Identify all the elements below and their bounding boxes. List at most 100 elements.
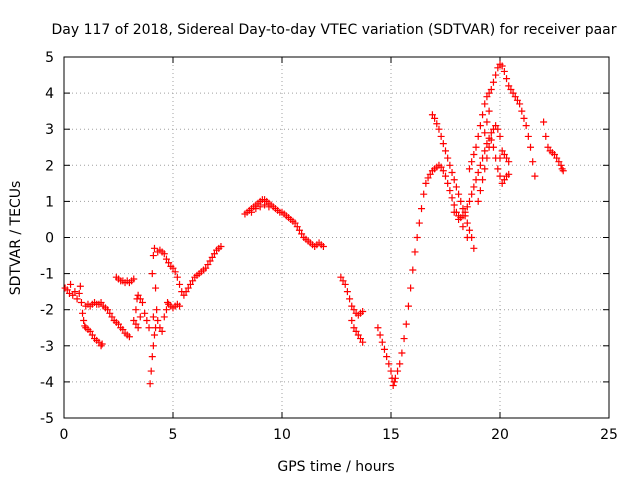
data-point: [141, 309, 149, 317]
data-point: [492, 122, 500, 130]
data-point: [444, 179, 452, 187]
data-point: [442, 147, 449, 155]
data-point: [516, 100, 524, 108]
data-point: [346, 295, 354, 303]
data-point: [150, 244, 158, 252]
data-point: [474, 197, 482, 205]
data-point: [265, 203, 273, 211]
data-point: [400, 335, 408, 343]
data-point: [160, 313, 168, 321]
data-point: [505, 170, 513, 178]
data-point: [476, 122, 484, 130]
data-point: [444, 154, 452, 162]
data-point: [339, 277, 347, 285]
data-point: [387, 367, 395, 375]
data-point: [150, 331, 158, 339]
data-point: [483, 154, 491, 162]
data-point: [494, 125, 502, 133]
data-point: [555, 158, 563, 166]
data-point: [496, 154, 504, 162]
data-point: [341, 280, 349, 288]
data-point: [494, 64, 502, 72]
data-point: [448, 169, 456, 177]
data-point: [511, 93, 519, 101]
data-point: [176, 280, 184, 288]
data-point: [481, 165, 489, 173]
data-point: [80, 317, 88, 325]
axis-ticks: [63, 56, 610, 419]
data-point: [437, 163, 445, 171]
data-point: [132, 320, 140, 328]
data-point: [503, 75, 511, 83]
data-point: [470, 183, 478, 191]
data-point: [459, 205, 467, 213]
data-point: [180, 291, 188, 299]
data-point: [247, 208, 255, 216]
data-point: [487, 85, 495, 93]
x-tick-label: 20: [491, 427, 509, 443]
data-point: [485, 89, 493, 97]
data-point: [106, 309, 114, 317]
data-point: [431, 114, 439, 122]
data-point: [465, 197, 473, 205]
data-point: [483, 93, 491, 101]
data-point: [343, 288, 351, 296]
data-point: [352, 327, 360, 335]
chart-title: Day 117 of 2018, Sidereal Day-to-day VTE…: [51, 22, 616, 38]
data-point: [130, 275, 138, 283]
data-point: [437, 132, 445, 140]
y-axis-label: SDTVAR / TECUs: [8, 181, 24, 296]
data-point: [75, 289, 83, 297]
data-point: [558, 165, 566, 173]
data-point: [470, 244, 478, 252]
data-point: [359, 308, 367, 316]
data-point: [165, 259, 173, 267]
data-point: [108, 313, 116, 321]
data-point: [348, 317, 356, 325]
data-point: [164, 298, 172, 306]
data-point: [544, 143, 552, 151]
data-point: [156, 324, 164, 332]
data-point: [496, 172, 504, 180]
data-point: [418, 205, 426, 213]
data-point: [389, 382, 397, 390]
data-point: [407, 284, 415, 292]
data-point: [472, 176, 480, 184]
x-tick-label: 5: [169, 427, 178, 443]
data-point: [149, 252, 157, 260]
data-point: [500, 176, 508, 184]
data-point: [498, 62, 506, 70]
data-point: [77, 298, 85, 306]
data-point: [63, 286, 71, 294]
data-point: [143, 317, 151, 325]
data-point: [337, 273, 345, 281]
data-point: [380, 345, 388, 353]
data-point: [145, 324, 153, 332]
data-point: [433, 120, 441, 128]
y-tick-label: -4: [40, 375, 54, 391]
data-point: [189, 277, 197, 285]
data-point: [115, 320, 122, 328]
data-point: [67, 280, 75, 288]
data-point: [503, 154, 511, 162]
data-point: [492, 71, 500, 79]
data-point: [398, 349, 406, 357]
data-point: [69, 291, 77, 299]
data-point: [152, 284, 160, 292]
data-point: [457, 197, 465, 205]
data-point: [507, 85, 515, 93]
data-point: [446, 161, 454, 169]
data-point: [256, 203, 264, 211]
data-point: [522, 122, 530, 130]
y-tick-label: -5: [40, 411, 54, 427]
y-tick-label: 5: [45, 50, 54, 66]
data-point: [104, 306, 112, 314]
data-point: [500, 150, 508, 158]
data-point: [350, 306, 358, 314]
data-point: [527, 143, 535, 151]
data-point: [459, 223, 467, 231]
data-point: [125, 333, 133, 341]
data-point: [291, 219, 299, 227]
data-points: [61, 60, 567, 390]
data-point: [98, 340, 106, 348]
